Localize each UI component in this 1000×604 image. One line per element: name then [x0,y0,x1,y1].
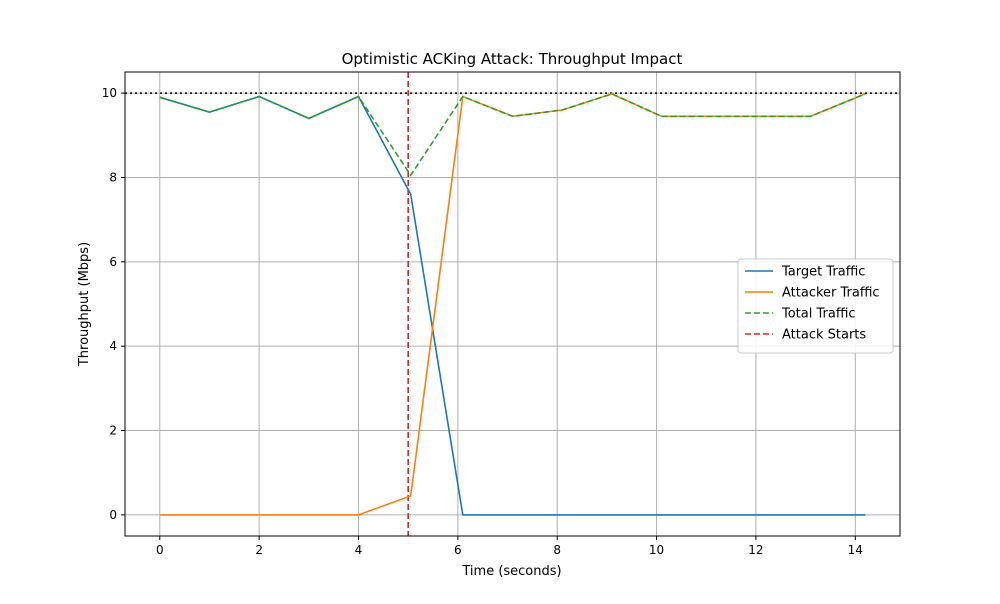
legend-entry: Target Traffic [781,265,865,280]
y-tick-label: 10 [102,86,117,100]
x-tick-label: 6 [454,543,462,557]
legend-box [737,258,894,354]
y-tick-label: 6 [109,255,117,269]
total-traffic-line [159,93,866,177]
x-tick-label: 4 [355,543,363,557]
x-tick-label: 14 [848,543,863,557]
tick-layer: 0 2 4 6 8 10 12 14 0 2 4 6 8 10 [102,86,863,557]
y-tick-label: 8 [109,170,117,184]
legend-entry: Attack Starts [782,328,866,343]
y-tick-label: 4 [109,339,117,353]
y-axis-label: Throughput (Mbps) [77,242,92,367]
legend: Target Traffic Attacker Traffic Total Traf… [737,258,894,354]
y-tick-label: 2 [109,424,117,438]
x-tick-label: 10 [649,543,664,557]
x-tick-label: 2 [255,543,263,557]
y-tick-label: 0 [109,508,117,522]
legend-entry: Attacker Traffic [782,286,880,301]
x-tick-label: 8 [553,543,561,557]
x-tick-label: 0 [156,543,164,557]
x-tick-label: 12 [748,543,763,557]
chart-title: Optimistic ACKing Attack: Throughput Imp… [342,50,683,68]
x-axis-label: Time (seconds) [461,564,561,579]
plot-frame [124,71,901,537]
legend-entry: Total Traffic [781,307,856,322]
series-layer [159,93,866,516]
reference-lines [125,72,900,536]
